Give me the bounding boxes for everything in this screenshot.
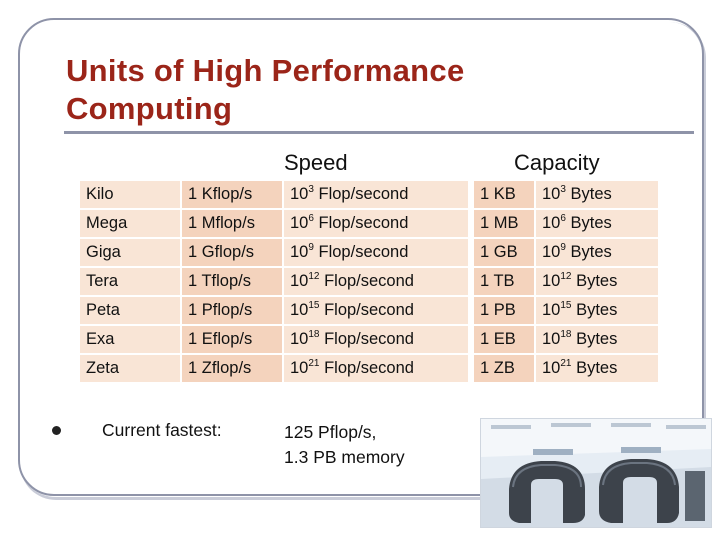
capacity-cell-text: 1 PB: [480, 301, 516, 319]
exponent: 6: [308, 213, 314, 224]
flop-cell-text: 1 Kflop/s: [188, 185, 253, 203]
prefix-cell: Exa: [80, 326, 180, 353]
capacity-cell-text: 1 ZB: [480, 359, 515, 377]
bullet-dot: [52, 426, 61, 435]
capacity-cell: 1 EB: [474, 326, 534, 353]
capacity-value-cell: 106 Bytes: [536, 210, 658, 237]
exponent: 3: [560, 184, 566, 195]
prefix-cell: Peta: [80, 297, 180, 324]
capacity-header: Capacity: [514, 150, 600, 175]
prefix-cell-text: Exa: [86, 330, 115, 348]
exponent: 15: [560, 300, 572, 311]
exponent: 6: [560, 213, 566, 224]
prefix-cell-text: Zeta: [86, 359, 120, 377]
capacity-cell-text: 1 KB: [480, 185, 516, 203]
flop-cell: 1 Gflop/s: [182, 239, 282, 266]
capacity-cell: 1 KB: [474, 181, 534, 208]
unit-text: Bytes: [570, 243, 612, 261]
unit-text: Bytes: [576, 301, 618, 319]
unit-text: Flop/second: [324, 359, 414, 377]
exponent: 3: [308, 184, 314, 195]
unit-text: Flop/second: [318, 185, 409, 203]
capacity-value-cell: 109 Bytes: [536, 239, 658, 266]
exponent: 9: [308, 242, 314, 253]
prefix-cell-text: Giga: [86, 243, 121, 261]
unit-text: Flop/second: [324, 301, 414, 319]
capacity-cell: 1 GB: [474, 239, 534, 266]
unit-text: Flop/second: [318, 243, 409, 261]
capacity-value-cell: 1021 Bytes: [536, 355, 658, 382]
capacity-cell: 1 MB: [474, 210, 534, 237]
speed-value-cell: 106 Flop/second: [284, 210, 468, 237]
flop-cell: 1 Eflop/s: [182, 326, 282, 353]
flop-cell: 1 Mflop/s: [182, 210, 282, 237]
unit-text: Bytes: [576, 330, 618, 348]
capacity-cell: 1 ZB: [474, 355, 534, 382]
speed-value-cell: 1018 Flop/second: [284, 326, 468, 353]
exponent: 12: [308, 271, 320, 282]
unit-text: Bytes: [570, 214, 612, 232]
capacity-value-cell: 1012 Bytes: [536, 268, 658, 295]
capacity-value-cell: 1018 Bytes: [536, 326, 658, 353]
unit-text: Bytes: [576, 272, 618, 290]
unit-text: Bytes: [570, 185, 612, 203]
capacity-value-cell: 1015 Bytes: [536, 297, 658, 324]
capacity-cell-text: 1 GB: [480, 243, 518, 261]
capacity-cell-text: 1 EB: [480, 330, 516, 348]
flop-cell: 1 Kflop/s: [182, 181, 282, 208]
exponent: 9: [560, 242, 566, 253]
speed-value-cell: 1015 Flop/second: [284, 297, 468, 324]
exponent: 18: [560, 329, 572, 340]
exponent: 18: [308, 329, 320, 340]
flop-cell-text: 1 Pflop/s: [188, 301, 253, 319]
flop-cell-text: 1 Eflop/s: [188, 330, 253, 348]
current-fastest-label: Current fastest:: [102, 420, 222, 440]
current-fastest-value: 125 Pflop/s, 1.3 PB memory: [284, 422, 405, 467]
capacity-cell-text: 1 TB: [480, 272, 515, 290]
prefix-cell: Giga: [80, 239, 180, 266]
speed-value-cell: 109 Flop/second: [284, 239, 468, 266]
unit-text: Flop/second: [324, 272, 414, 290]
capacity-value-cell: 103 Bytes: [536, 181, 658, 208]
flop-cell-text: 1 Tflop/s: [188, 272, 251, 290]
flop-cell-text: 1 Zflop/s: [188, 359, 252, 377]
speed-value-cell: 103 Flop/second: [284, 181, 468, 208]
flop-cell: 1 Tflop/s: [182, 268, 282, 295]
speed-value-cell: 1021 Flop/second: [284, 355, 468, 382]
prefix-cell-text: Kilo: [86, 185, 114, 203]
unit-text: Flop/second: [318, 214, 409, 232]
prefix-cell: Zeta: [80, 355, 180, 382]
flop-cell: 1 Zflop/s: [182, 355, 282, 382]
prefix-cell: Mega: [80, 210, 180, 237]
prefix-cell: Kilo: [80, 181, 180, 208]
supercomputer-room-illustration: [481, 419, 711, 527]
prefix-cell: Tera: [80, 268, 180, 295]
slide-frame: [18, 18, 704, 496]
unit-text: Bytes: [576, 359, 618, 377]
capacity-cell-text: 1 MB: [480, 214, 519, 232]
speed-value-cell: 1012 Flop/second: [284, 268, 468, 295]
title-divider: [64, 131, 694, 134]
prefix-cell-text: Peta: [86, 301, 120, 319]
prefix-cell-text: Tera: [86, 272, 119, 290]
flop-cell-text: 1 Mflop/s: [188, 214, 255, 232]
supercomputer-photo: [480, 418, 712, 528]
unit-text: Flop/second: [324, 330, 414, 348]
capacity-cell: 1 PB: [474, 297, 534, 324]
exponent: 15: [308, 300, 320, 311]
prefix-cell-text: Mega: [86, 214, 128, 232]
exponent: 21: [308, 358, 320, 369]
capacity-cell: 1 TB: [474, 268, 534, 295]
exponent: 12: [560, 271, 572, 282]
exponent: 21: [560, 358, 572, 369]
slide-title: Units of High Performance Computing: [66, 53, 465, 126]
flop-cell-text: 1 Gflop/s: [188, 243, 255, 261]
speed-header: Speed: [284, 150, 348, 175]
flop-cell: 1 Pflop/s: [182, 297, 282, 324]
